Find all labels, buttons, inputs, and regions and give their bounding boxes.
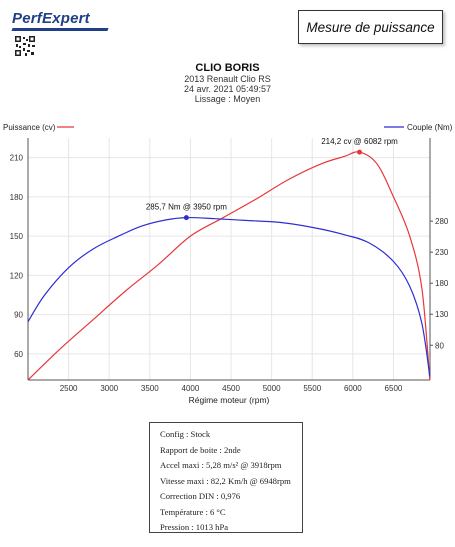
x-tick-label: 4500 <box>222 384 240 393</box>
left-tick-label: 150 <box>10 232 24 241</box>
right-tick-label: 230 <box>435 248 449 257</box>
legend-power-label: Puissance (cv) <box>3 123 56 132</box>
chart-axes <box>27 138 433 381</box>
power-torque-chart: 2500 3000 3500 4000 4500 5000 5500 6000 6500 60 90… <box>3 123 453 405</box>
info-pressure: Pression : 1013 hPa <box>160 522 229 532</box>
logo-text: PerfExpert <box>12 10 90 27</box>
left-tick-label: 180 <box>10 193 24 202</box>
x-axis-title: Régime moteur (rpm) <box>189 395 270 405</box>
info-max-speed: Vitesse maxi : 82,2 Km/h @ 6948rpm <box>160 475 291 486</box>
info-din-correction: Correction DIN : 0,976 <box>160 491 241 501</box>
torque-curve-line <box>27 216 431 377</box>
left-tick-label: 60 <box>14 350 23 359</box>
peak-torque-marker <box>183 215 189 221</box>
info-temperature: Température : 6 °C <box>160 506 226 517</box>
x-tick-label: 5000 <box>263 384 281 393</box>
peak-power-marker <box>357 149 363 155</box>
smoothing-setting: Lissage : Moyen <box>194 94 261 104</box>
x-tick-label: 2500 <box>60 384 78 393</box>
left-tick-label: 90 <box>14 311 23 320</box>
peak-torque-label: 285,7 Nm @ 3950 rpm <box>146 203 227 212</box>
chart-grid <box>28 138 430 380</box>
run-timestamp: 24 avr. 2021 05:49:57 <box>183 84 272 94</box>
x-tick-label: 6500 <box>385 384 403 393</box>
qr-code-icon <box>14 35 36 57</box>
left-tick-label: 120 <box>10 271 24 280</box>
perfexpert-logo: PerfExpert <box>11 8 127 58</box>
x-tick-label: 3500 <box>141 384 159 393</box>
info-config: Config : Stock <box>160 429 211 439</box>
x-tick-label: 6000 <box>344 384 362 393</box>
logo-underline <box>11 28 109 31</box>
power-curve-line <box>27 151 431 381</box>
right-tick-label: 280 <box>435 217 449 226</box>
chart-labels: 2500 3000 3500 4000 4500 5000 5500 6000 6500 60 90… <box>3 123 453 405</box>
left-tick-label: 210 <box>10 154 24 163</box>
info-gear: Rapport de boite : 2nde <box>160 444 241 455</box>
chart-curves <box>27 149 431 381</box>
peak-power-label: 214,2 cv @ 6082 rpm <box>321 137 398 146</box>
x-tick-label: 4000 <box>182 384 200 393</box>
legend-torque-label: Couple (Nm) <box>407 123 453 132</box>
vehicle-name: CLIO BORIS <box>195 62 260 74</box>
info-max-accel: Accel maxi : 5,28 m/s² @ 3918rpm <box>160 460 282 470</box>
run-info-box: Config : Stock Rapport de boite : 2nde A… <box>149 422 303 533</box>
x-tick-label: 5500 <box>303 384 321 393</box>
right-tick-label: 130 <box>435 310 449 319</box>
vehicle-model: 2013 Renault Clio RS <box>184 74 271 84</box>
right-tick-label: 180 <box>435 279 449 288</box>
x-tick-label: 3000 <box>100 384 118 393</box>
report-title-box: Mesure de puissance <box>298 10 443 44</box>
right-tick-label: 80 <box>435 341 444 350</box>
